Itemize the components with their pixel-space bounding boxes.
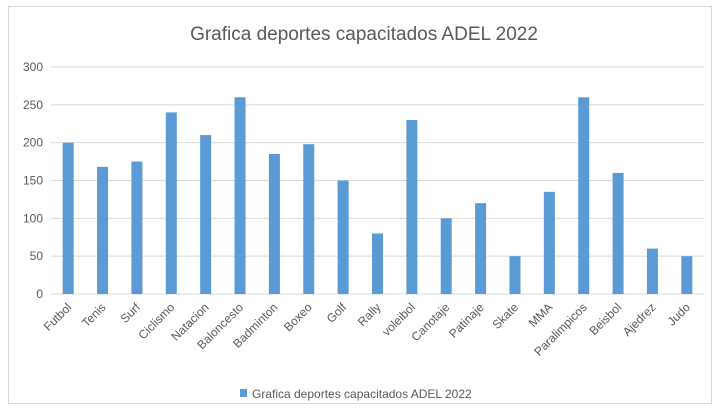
legend: Grafica deportes capacitados ADEL 2022 [240, 387, 472, 401]
bar-baloncesto [234, 97, 246, 295]
bar-chart: Grafica deportes capacitados ADEL 2022 0… [23, 24, 704, 401]
bars [62, 97, 693, 295]
x-tick-label: Canotaje [408, 300, 452, 344]
bar-paralimpicos [578, 97, 590, 295]
x-tick-label: Surf [118, 300, 144, 326]
x-tick-label: Tenis [79, 300, 109, 330]
legend-label: Grafica deportes capacitados ADEL 2022 [252, 387, 472, 401]
chart-frame: Grafica deportes capacitados ADEL 2022 0… [8, 6, 712, 404]
bar-beisbol [612, 172, 624, 294]
y-tick-label: 250 [23, 98, 43, 112]
bar-badminton [268, 154, 280, 294]
bar-golf [337, 180, 349, 294]
gridlines [51, 66, 704, 295]
bar-natacion [200, 135, 212, 294]
y-tick-label: 0 [36, 287, 43, 301]
x-tick-label: Ajedrez [620, 300, 659, 339]
x-tick-label: Boxeo [281, 300, 315, 334]
bar-ajedrez [646, 248, 658, 294]
bar-tenis [97, 166, 109, 294]
bar-surf [131, 161, 143, 294]
x-tick-label: Futbol [41, 300, 74, 333]
bar-skate [509, 256, 521, 294]
bar-canotaje [440, 218, 452, 294]
bar-futbol [62, 142, 74, 294]
bar-ciclismo [165, 112, 177, 295]
x-axis-ticks: Futbol Tenis SurfCiclismoNatacionBaloncest… [41, 300, 693, 359]
x-tick-label: MMA [526, 300, 556, 330]
bar-mma [543, 191, 555, 294]
y-axis-ticks: 0 50 100 150 200 250 300 [23, 60, 43, 301]
x-tick-label: Judo [665, 300, 694, 329]
y-tick-label: 200 [23, 136, 43, 150]
y-tick-label: 300 [23, 60, 43, 74]
legend-swatch [240, 389, 247, 397]
bar-boxeo [303, 144, 315, 294]
x-tick-label: Golf [324, 300, 350, 326]
y-tick-label: 150 [23, 174, 43, 188]
x-tick-label: Skate [489, 300, 521, 332]
bar-rally [372, 233, 383, 294]
bar-patinaje [475, 203, 487, 294]
x-tick-label: Patinaje [446, 300, 487, 341]
chart-title: Grafica deportes capacitados ADEL 2022 [190, 24, 538, 45]
bar-voleibol [406, 119, 418, 294]
x-tick-label: Rally [355, 300, 384, 329]
y-tick-label: 100 [23, 211, 43, 225]
bar-judo [681, 256, 693, 294]
x-tick-label: Beisbol [586, 300, 624, 338]
y-tick-label: 50 [30, 249, 44, 263]
